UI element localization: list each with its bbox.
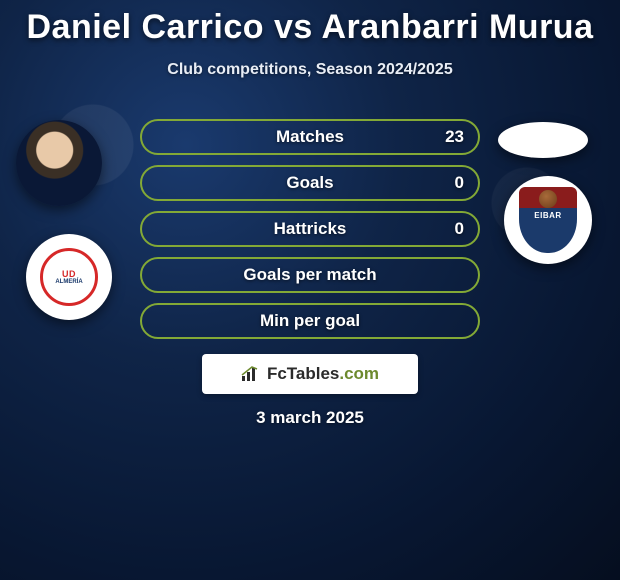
brand-box[interactable]: FcTables.com: [202, 354, 418, 394]
stats-area: Matches 23 Goals 0 Hattricks 0 Goals per…: [140, 119, 480, 349]
stat-row-min-per-goal: Min per goal: [140, 303, 480, 339]
brand-text: FcTables.com: [267, 364, 379, 384]
stat-label: Goals: [286, 173, 333, 193]
stat-label: Goals per match: [243, 265, 376, 285]
date-text: 3 march 2025: [0, 408, 620, 428]
stat-row-hattricks: Hattricks 0: [140, 211, 480, 247]
stat-row-goals-per-match: Goals per match: [140, 257, 480, 293]
stat-right-value: 0: [455, 219, 464, 239]
brand-name-a: FcTables: [267, 364, 339, 383]
club-right-code: EIBAR: [534, 211, 561, 220]
club-right-badge: EIBAR: [504, 176, 592, 264]
stat-row-matches: Matches 23: [140, 119, 480, 155]
club-right-ball-icon: [539, 190, 557, 208]
stat-right-value: 23: [445, 127, 464, 147]
bar-chart-icon: [241, 366, 261, 382]
brand-name-b: .com: [339, 364, 379, 383]
club-left-badge: UD ALMERÍA: [26, 234, 112, 320]
club-right-shield: EIBAR: [519, 187, 577, 253]
page-title: Daniel Carrico vs Aranbarri Murua: [0, 0, 620, 47]
player-left-avatar: [16, 120, 102, 206]
club-left-badge-inner: UD ALMERÍA: [40, 248, 98, 306]
stat-row-goals: Goals 0: [140, 165, 480, 201]
stat-label: Matches: [276, 127, 344, 147]
club-left-sub: ALMERÍA: [55, 279, 82, 285]
stat-label: Hattricks: [274, 219, 347, 239]
player-right-avatar: [498, 122, 588, 158]
club-left-code: UD: [62, 269, 76, 279]
infographic-container: Daniel Carrico vs Aranbarri Murua Club c…: [0, 0, 620, 580]
stat-right-value: 0: [455, 173, 464, 193]
subtitle: Club competitions, Season 2024/2025: [0, 61, 620, 79]
stat-label: Min per goal: [260, 311, 360, 331]
